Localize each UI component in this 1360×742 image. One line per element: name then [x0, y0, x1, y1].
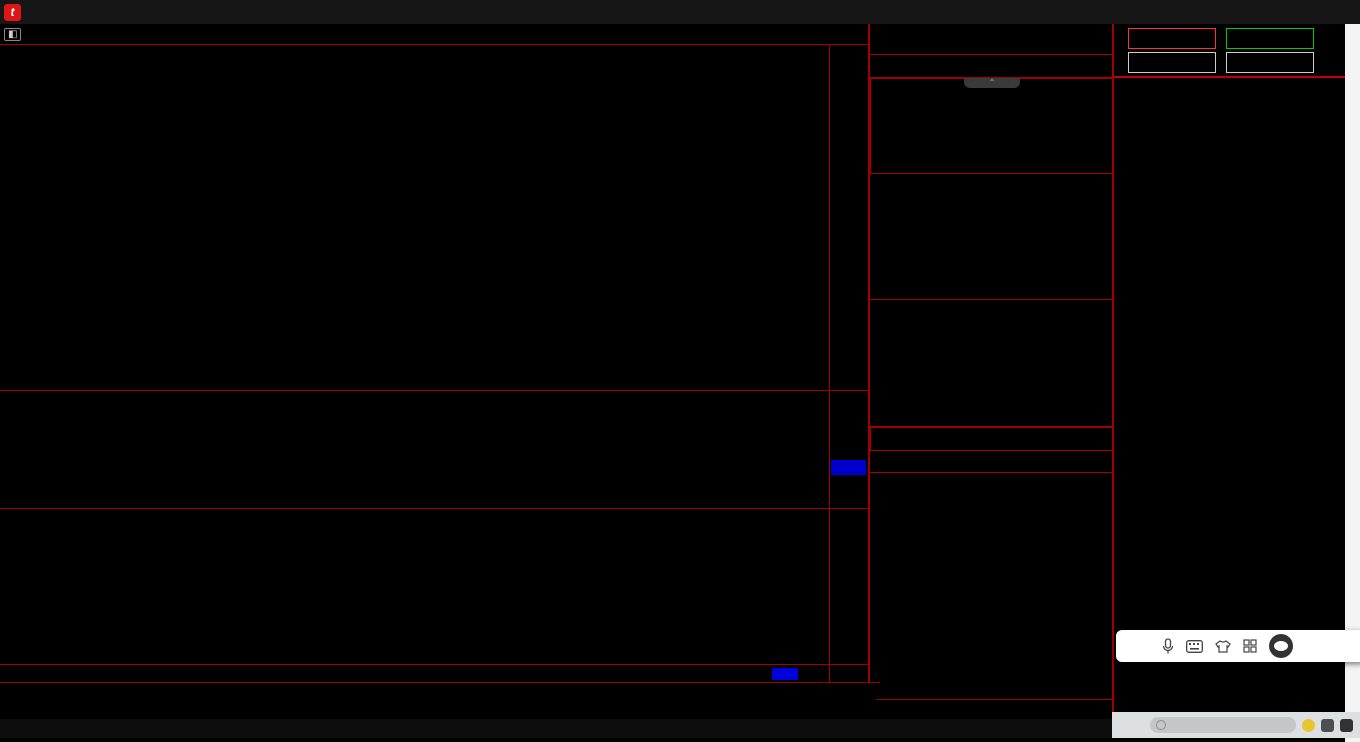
chart-header	[0, 46, 831, 63]
indicator-bar	[0, 682, 880, 702]
scroll-thumb[interactable]	[772, 668, 798, 680]
period-toolbar: ◧	[0, 24, 868, 45]
dp-energy-panel-chart[interactable]	[0, 528, 829, 664]
right-icon-strip	[1345, 24, 1360, 742]
search-icon	[1156, 720, 1166, 730]
coin-icon[interactable]	[1302, 718, 1315, 732]
profit-bar-chart	[1118, 106, 1344, 204]
f10-panel	[1112, 24, 1347, 738]
toolbox-grid-icon[interactable]	[1243, 639, 1257, 653]
quote-panel: ⌃	[868, 24, 1114, 695]
sogou-ime-bar[interactable]	[1116, 630, 1360, 662]
panel2-header	[0, 392, 831, 408]
main-candle-chart[interactable]	[0, 64, 829, 390]
tick-list[interactable]	[870, 473, 1114, 695]
weibi-row	[870, 54, 1114, 78]
flash-buy-button[interactable]	[1128, 28, 1216, 49]
bid-levels	[870, 174, 1114, 300]
f10-tabs-row	[1114, 82, 1353, 104]
tick-detail-tabs	[876, 699, 1112, 719]
x-axis-row	[0, 664, 868, 683]
keyboard-icon[interactable]	[1186, 639, 1203, 653]
skin-icon[interactable]	[1215, 639, 1231, 653]
axis-divider	[829, 44, 830, 682]
bottom-bar-2	[0, 701, 880, 718]
flash-sell-button[interactable]	[1226, 28, 1314, 49]
taskbar-overlay	[1112, 712, 1360, 738]
taskbar-search[interactable]	[1150, 717, 1296, 733]
quote-stats	[870, 300, 1114, 427]
layout-icon[interactable]: ◧	[4, 27, 22, 41]
cancel-all-button[interactable]	[1128, 52, 1216, 73]
tray-icon-2[interactable]	[1340, 718, 1353, 732]
sogou-mascot-icon[interactable]	[1269, 634, 1293, 658]
title-bar: t	[0, 0, 1360, 24]
mic-icon[interactable]	[1162, 638, 1174, 654]
quote-title	[870, 24, 1114, 54]
divider	[1114, 76, 1347, 78]
order-query-button[interactable]	[1226, 52, 1314, 73]
axis-highlight-value	[831, 460, 866, 475]
collapse-pill[interactable]: ⌃	[964, 78, 1020, 88]
session-status	[870, 451, 1114, 473]
panel3-header	[0, 510, 831, 526]
limit-up-info-box: ⌃	[870, 78, 1114, 174]
tdx-logo-icon[interactable]: t	[4, 3, 21, 21]
promo-banner[interactable]	[870, 427, 1114, 451]
selector-panel-chart[interactable]	[0, 410, 829, 508]
status-bar	[0, 719, 1116, 738]
tray-icon-1[interactable]	[1321, 718, 1334, 732]
